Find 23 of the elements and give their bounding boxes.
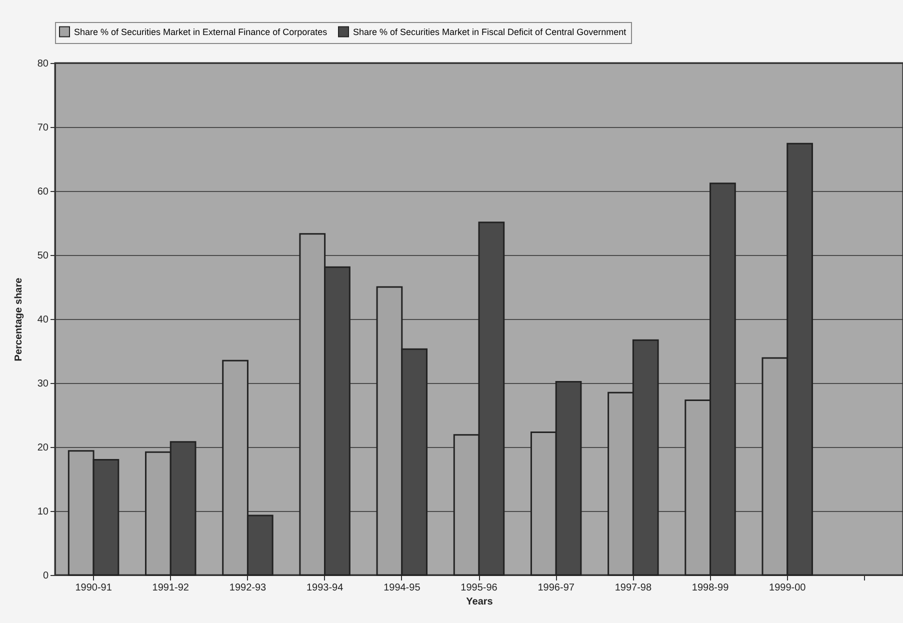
y-tick-label: 60 xyxy=(37,186,49,198)
y-tick-label: 50 xyxy=(37,250,49,262)
x-tick-label: 1993-94 xyxy=(306,582,344,594)
x-tick-label: 1996-97 xyxy=(538,582,575,594)
y-tick-label: 20 xyxy=(37,442,49,454)
legend-label: Share % of Securities Market in External Finance of Corporates xyxy=(74,26,328,37)
x-tick-label: 1991-92 xyxy=(152,582,190,594)
x-tick-label: 1998-99 xyxy=(692,582,730,594)
y-tick-label: 30 xyxy=(37,378,49,390)
y-tick-label: 70 xyxy=(37,122,49,134)
x-tick-label: 1994-95 xyxy=(384,582,421,594)
x-tick-label: 1992-93 xyxy=(229,582,267,594)
y-tick-label: 80 xyxy=(37,58,49,70)
x-tick-label: 1990-91 xyxy=(75,582,112,594)
x-tick-label: 1997-98 xyxy=(614,582,652,594)
y-tick-label: 0 xyxy=(42,570,49,582)
x-axis-title: Years xyxy=(466,596,494,608)
y-tick-label: 10 xyxy=(37,506,49,518)
y-tick-label: 40 xyxy=(37,314,49,326)
x-tick-label: 1999-00 xyxy=(769,582,806,594)
y-axis-title: Percentage share xyxy=(13,277,24,362)
legend-label: Share % of Securities Market in Fiscal Deficit of Central Government xyxy=(353,26,627,37)
x-tick-label: 1995-96 xyxy=(460,582,498,594)
